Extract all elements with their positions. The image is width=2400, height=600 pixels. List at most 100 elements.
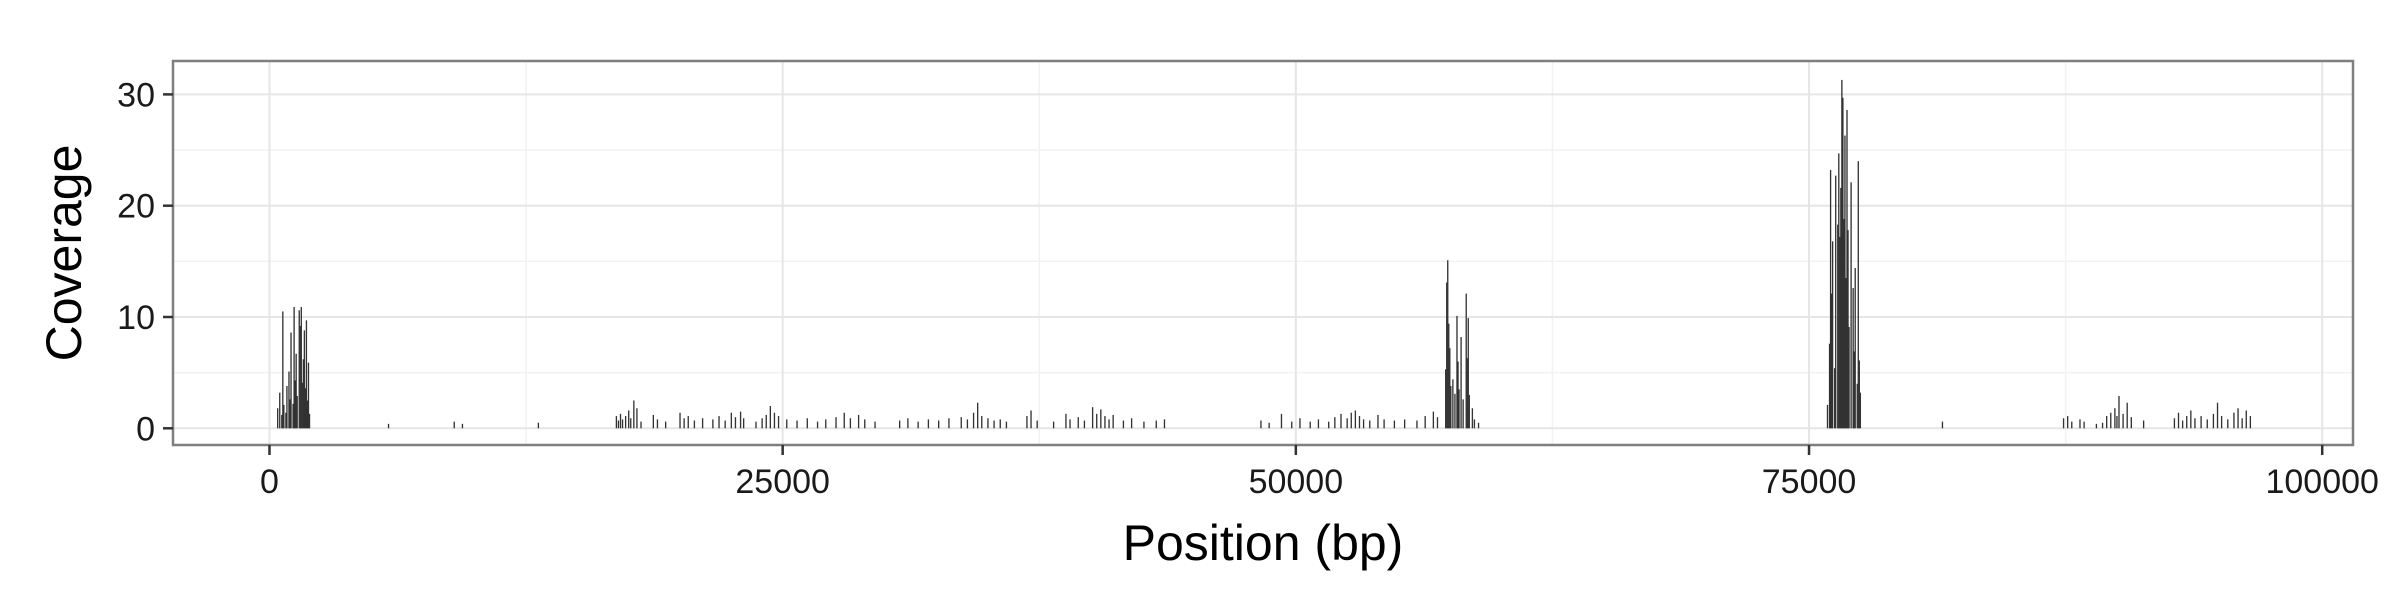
coverage-bar xyxy=(2227,419,2229,429)
coverage-bar xyxy=(1026,416,1028,429)
coverage-bar xyxy=(1858,360,1860,429)
y-axis-title: Coverage xyxy=(36,145,92,362)
coverage-bar xyxy=(1844,135,1846,429)
coverage-bar xyxy=(825,419,827,429)
coverage-bar xyxy=(289,399,291,429)
coverage-bar xyxy=(295,353,297,429)
coverage-bar xyxy=(290,332,292,429)
coverage-bar xyxy=(1077,417,1079,429)
coverage-bar xyxy=(687,416,689,429)
coverage-bar xyxy=(279,392,281,429)
coverage-bar xyxy=(1030,410,1032,429)
coverage-bar xyxy=(277,408,279,429)
coverage-bar xyxy=(2114,408,2116,429)
coverage-bar xyxy=(730,412,733,429)
coverage-bar xyxy=(1839,236,1841,429)
coverage-bar xyxy=(1291,421,1293,429)
coverage-bar xyxy=(849,418,852,429)
coverage-bar xyxy=(857,414,860,429)
coverage-bar xyxy=(537,422,540,429)
coverage-bar xyxy=(1340,413,1342,429)
coverage-bar xyxy=(1843,219,1845,429)
coverage-bar xyxy=(1471,408,1474,429)
coverage-bar xyxy=(1036,420,1038,429)
coverage-bar xyxy=(1840,187,1842,429)
coverage-bar xyxy=(864,419,866,429)
coverage-bar xyxy=(628,410,630,429)
coverage-bar xyxy=(1005,421,1008,429)
coverage-bar xyxy=(1377,414,1379,429)
coverage-bar xyxy=(1155,420,1157,429)
coverage-bar xyxy=(1369,420,1371,429)
coverage-bar xyxy=(1083,420,1086,429)
coverage-bar xyxy=(1835,175,1837,429)
coverage-bar xyxy=(619,413,622,429)
coverage-bar xyxy=(1847,230,1849,429)
coverage-bar xyxy=(1852,288,1854,429)
coverage-bar xyxy=(724,420,726,429)
coverage-bar xyxy=(1346,418,1348,429)
coverage-bar xyxy=(304,388,307,429)
coverage-bar xyxy=(977,402,979,429)
coverage-bar xyxy=(806,418,808,429)
coverage-bar xyxy=(1830,293,1833,429)
coverage-bar xyxy=(761,418,763,429)
coverage-bar xyxy=(2110,412,2112,429)
coverage-bar xyxy=(701,418,704,429)
coverage-bar xyxy=(285,412,287,429)
coverage-bar xyxy=(1449,348,1451,429)
coverage-bar xyxy=(1458,389,1460,429)
coverage-bar xyxy=(1857,161,1859,429)
coverage-bar xyxy=(1260,420,1262,429)
coverage-bar xyxy=(1853,351,1855,429)
coverage-bar xyxy=(2237,408,2239,429)
coverage-bar xyxy=(2173,418,2176,429)
coverage-bar xyxy=(693,420,696,429)
coverage-bar xyxy=(621,419,624,429)
coverage-bar xyxy=(948,418,950,429)
coverage-bar xyxy=(773,412,776,429)
coverage-bar xyxy=(1466,358,1468,429)
coverage-bar xyxy=(2212,413,2215,429)
coverage-bar xyxy=(1130,418,1133,429)
coverage-bar xyxy=(683,418,685,429)
coverage-bar xyxy=(301,382,303,429)
coverage-bar xyxy=(298,310,300,429)
coverage-bar xyxy=(300,306,302,429)
coverage-bar xyxy=(1100,409,1102,429)
coverage-bar xyxy=(1309,421,1311,429)
coverage-bar xyxy=(1096,413,1098,429)
coverage-bar xyxy=(1424,416,1426,429)
coverage-bar xyxy=(1462,399,1464,429)
coverage-bar xyxy=(2106,416,2108,429)
coverage-bar xyxy=(299,325,301,429)
coverage-bar xyxy=(1091,407,1094,429)
coverage-bar xyxy=(2067,416,2069,429)
coverage-bar xyxy=(1280,413,1283,429)
coverage-bar xyxy=(1859,392,1862,429)
coverage-bar xyxy=(293,306,295,429)
coverage-bar xyxy=(2083,421,2085,429)
coverage-bar xyxy=(294,380,296,429)
coverage-bar xyxy=(2142,420,2145,429)
x-axis: 0 25000 50000 75000 100000 xyxy=(260,445,2379,501)
coverage-bar xyxy=(1108,419,1110,429)
coverage-bar xyxy=(1454,393,1456,429)
coverage-bar xyxy=(1842,97,1844,429)
coverage-bar xyxy=(917,421,919,429)
coverage-bar xyxy=(987,418,989,429)
coverage-bar xyxy=(308,413,311,429)
coverage-bar xyxy=(1446,282,1448,429)
coverage-bar xyxy=(927,419,930,429)
coverage-bar xyxy=(1473,419,1476,429)
coverage-bar xyxy=(2118,396,2120,429)
coverage-bar xyxy=(656,419,659,429)
coverage-bar xyxy=(1362,419,1365,429)
coverage-bar xyxy=(2079,419,2081,429)
coverage-bar xyxy=(453,421,455,429)
coverage-bar xyxy=(1854,268,1856,429)
coverage-bar xyxy=(1122,420,1125,429)
coverage-bar xyxy=(1334,417,1336,429)
coverage-bar xyxy=(1268,422,1270,429)
coverage-bar xyxy=(615,416,618,429)
